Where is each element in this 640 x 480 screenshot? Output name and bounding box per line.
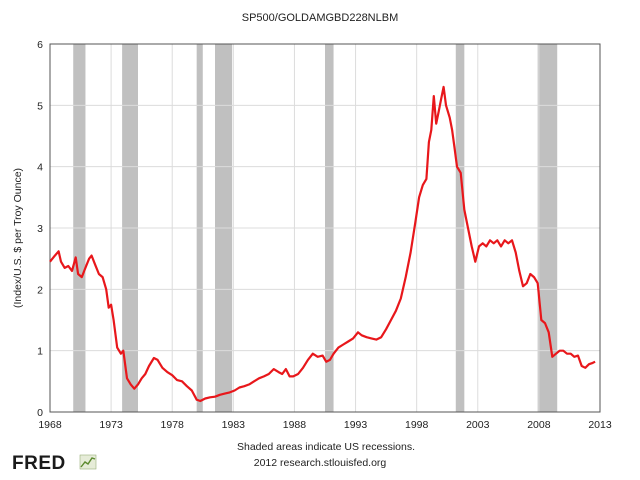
fred-logo-chart-icon	[79, 454, 97, 470]
x-tick-1983: 1983	[222, 419, 246, 431]
x-tick-1988: 1988	[283, 419, 307, 431]
series-line-sp500-gold-ratio	[49, 85, 596, 403]
fred-logo: FRED	[12, 453, 97, 474]
x-tick-2013: 2013	[588, 419, 612, 431]
x-tick-1978: 1978	[161, 419, 185, 431]
y-tick-1: 1	[37, 346, 43, 358]
y-axis-label: (Index/U.S. $ per Troy Ounce)	[12, 168, 24, 308]
y-tick-4: 4	[37, 162, 43, 174]
x-tick-1973: 1973	[99, 419, 123, 431]
y-tick-labels: 0 1 2 3 4 5 6	[37, 39, 43, 419]
x-tick-2003: 2003	[466, 419, 490, 431]
fred-logo-text: FRED	[12, 453, 66, 474]
plot-frame	[49, 43, 601, 413]
y-tick-6: 6	[37, 39, 43, 51]
chart-title: SP500/GOLDAMGBD228NLBM	[242, 12, 399, 24]
y-tick-5: 5	[37, 100, 43, 112]
x-tick-labels: 1968 1973 1978 1983 1988 1993 1998 2003 2008 2013	[38, 419, 612, 431]
recession-note: Shaded areas indicate US recessions.	[237, 441, 415, 453]
x-tick-1998: 1998	[405, 419, 429, 431]
x-tick-1993: 1993	[344, 419, 368, 431]
x-tick-1968: 1968	[38, 419, 62, 431]
x-tick-2008: 2008	[527, 419, 551, 431]
gridlines	[50, 44, 600, 412]
source-note: 2012 research.stlouisfed.org	[254, 457, 387, 469]
y-tick-0: 0	[37, 407, 43, 419]
y-tick-3: 3	[37, 223, 43, 235]
y-tick-2: 2	[37, 284, 43, 296]
